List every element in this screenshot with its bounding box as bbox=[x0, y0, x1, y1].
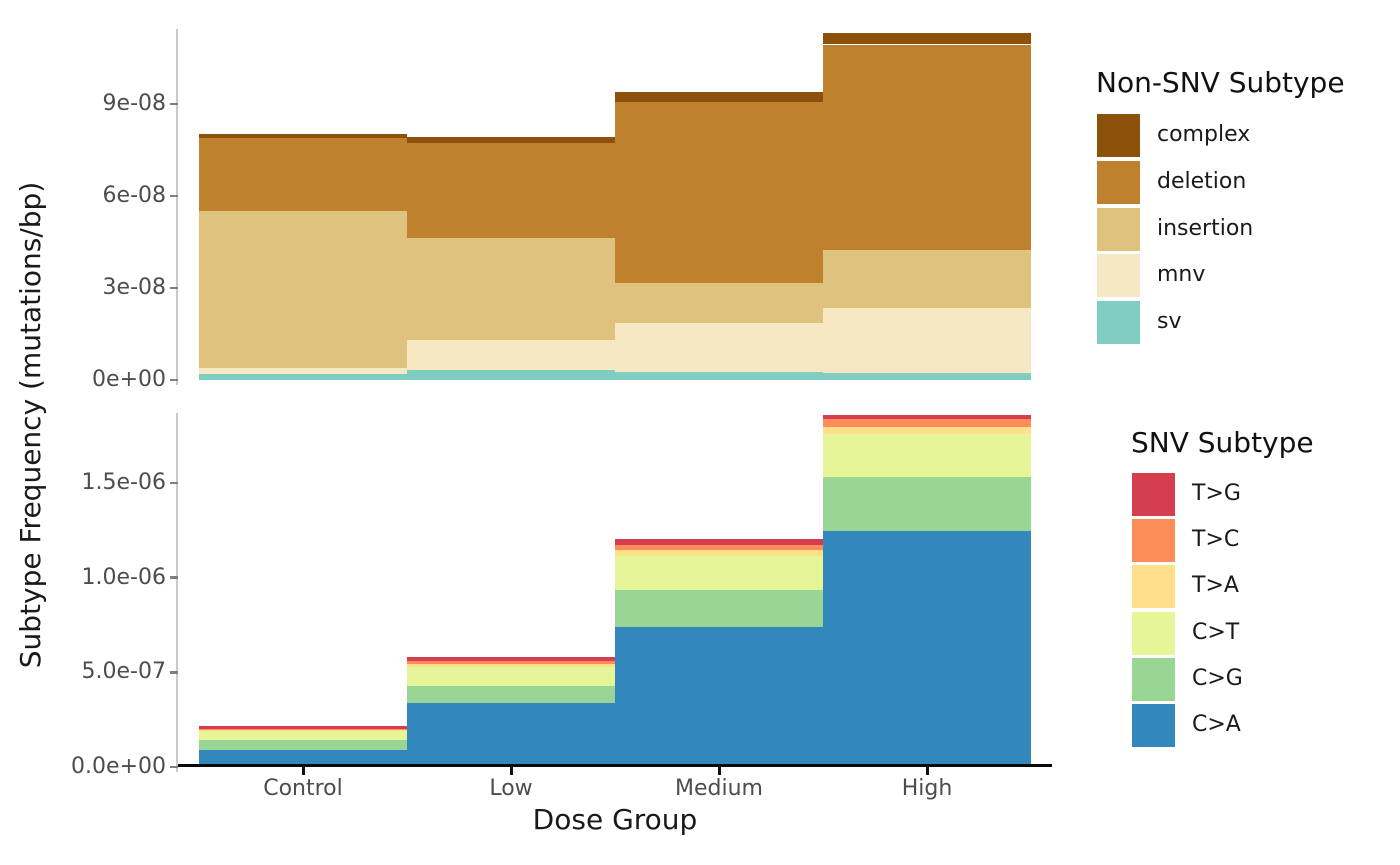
legend-label-mnv: mnv bbox=[1157, 262, 1206, 288]
bar-segment-sv-medium bbox=[615, 371, 823, 380]
y-axis-line bbox=[175, 413, 178, 772]
bar-segment-TA-low bbox=[407, 663, 615, 667]
x-tick-label-control: Control bbox=[263, 776, 343, 801]
legend-non-snv-title: Non-SNV Subtype bbox=[1096, 66, 1345, 99]
y-tick-label: 1.5e-06 bbox=[81, 470, 166, 495]
bar-segment-TA-high bbox=[823, 426, 1031, 435]
x-axis-title: Dose Group bbox=[532, 803, 698, 836]
x-tick-mark bbox=[509, 767, 513, 776]
bar-segment-TG-medium bbox=[615, 539, 823, 545]
x-tick-mark bbox=[301, 767, 305, 776]
y-tick-mark bbox=[169, 194, 178, 198]
legend-label-CG: C>G bbox=[1192, 665, 1243, 691]
y-tick-label: 5.0e-07 bbox=[81, 659, 166, 685]
legend-snv-title: SNV Subtype bbox=[1131, 426, 1314, 459]
bar-segment-TG-low bbox=[407, 656, 615, 661]
legend-key-TG bbox=[1132, 473, 1175, 516]
bar-segment-TC-high bbox=[823, 419, 1031, 427]
bar-segment-mnv-medium bbox=[615, 322, 823, 372]
legend-key-CT bbox=[1132, 611, 1175, 655]
bar-segment-insertion-medium bbox=[615, 282, 823, 323]
bar-segment-complex-medium bbox=[615, 92, 823, 102]
y-tick-label: 0.0e+00 bbox=[71, 754, 166, 779]
bar-segment-mnv-high bbox=[823, 308, 1031, 373]
bar-segment-CG-medium bbox=[615, 589, 823, 627]
legend-key-sv bbox=[1097, 301, 1140, 345]
bar-segment-insertion-control bbox=[199, 211, 407, 368]
bar-segment-sv-high bbox=[823, 372, 1031, 380]
bar-segment-CT-medium bbox=[615, 555, 823, 590]
legend-key-insertion bbox=[1097, 207, 1140, 251]
bar-segment-TA-medium bbox=[615, 549, 823, 556]
x-tick-label-low: Low bbox=[489, 776, 533, 801]
bar-segment-CT-high bbox=[823, 434, 1031, 478]
bar-segment-complex-high bbox=[823, 32, 1031, 45]
bar-segment-insertion-low bbox=[407, 238, 615, 340]
y-tick-label: 0e+00 bbox=[92, 367, 166, 392]
bar-segment-CT-control bbox=[199, 731, 407, 741]
bar-segment-CA-high bbox=[823, 531, 1031, 767]
bar-segment-complex-low bbox=[407, 137, 615, 144]
bar-segment-CA-control bbox=[199, 750, 407, 767]
y-tick-label: 6e-08 bbox=[102, 182, 166, 208]
y-tick-mark bbox=[169, 481, 178, 485]
bar-segment-deletion-control bbox=[199, 137, 407, 212]
y-axis-line bbox=[175, 29, 178, 385]
legend-key-TC bbox=[1132, 519, 1175, 563]
y-tick-label: 1.0e-06 bbox=[81, 564, 166, 590]
legend-label-insertion: insertion bbox=[1157, 215, 1254, 241]
bar-segment-CT-low bbox=[407, 666, 615, 686]
legend-label-sv: sv bbox=[1157, 309, 1182, 335]
bar-segment-mnv-low bbox=[407, 339, 615, 371]
bar-segment-CG-low bbox=[407, 685, 615, 704]
bar-segment-CA-low bbox=[407, 703, 615, 767]
y-tick-mark bbox=[169, 378, 178, 382]
y-tick-mark bbox=[169, 671, 178, 674]
bar-segment-insertion-high bbox=[823, 249, 1031, 309]
x-tick-mark bbox=[717, 767, 721, 776]
bar-segment-sv-control bbox=[199, 373, 407, 380]
bar-segment-TC-low bbox=[407, 660, 615, 664]
legend-label-deletion: deletion bbox=[1157, 168, 1247, 194]
bar-segment-sv-low bbox=[407, 370, 615, 380]
legend-key-TA bbox=[1132, 565, 1175, 609]
bar-segment-CG-high bbox=[823, 477, 1031, 532]
y-tick-mark bbox=[169, 576, 178, 579]
legend-label-TA: T>A bbox=[1192, 573, 1239, 599]
y-tick-mark bbox=[169, 765, 178, 769]
legend-label-CT: C>T bbox=[1192, 619, 1240, 645]
y-tick-mark bbox=[169, 102, 178, 106]
legend-key-CA bbox=[1132, 704, 1175, 747]
y-tick-label: 9e-08 bbox=[102, 90, 166, 116]
y-tick-label: 3e-08 bbox=[102, 274, 166, 300]
bar-segment-TG-high bbox=[823, 414, 1031, 420]
bar-segment-TG-control bbox=[199, 726, 407, 729]
bar-segment-TC-control bbox=[199, 728, 407, 731]
x-tick-label-high: High bbox=[901, 776, 953, 801]
x-tick-mark bbox=[925, 767, 929, 776]
legend-key-complex bbox=[1097, 114, 1140, 157]
x-axis-line bbox=[178, 763, 1052, 768]
legend-key-mnv bbox=[1097, 254, 1140, 298]
x-tick-label-medium: Medium bbox=[675, 776, 763, 801]
bar-segment-TA-control bbox=[199, 730, 407, 732]
y-tick-mark bbox=[169, 286, 178, 290]
bar-segment-TC-medium bbox=[615, 544, 823, 550]
bar-segment-mnv-control bbox=[199, 367, 407, 374]
legend-label-complex: complex bbox=[1157, 122, 1251, 147]
bar-segment-CG-control bbox=[199, 740, 407, 751]
bar-segment-deletion-high bbox=[823, 44, 1031, 250]
bar-segment-CA-medium bbox=[615, 626, 823, 767]
bar-segment-deletion-low bbox=[407, 143, 615, 239]
bar-segment-deletion-medium bbox=[615, 101, 823, 283]
legend-key-CG bbox=[1132, 657, 1175, 701]
legend-label-CA: C>A bbox=[1192, 712, 1241, 737]
legend-label-TC: T>C bbox=[1192, 527, 1240, 553]
legend-label-TG: T>G bbox=[1192, 481, 1241, 506]
bar-segment-complex-control bbox=[199, 134, 407, 138]
legend-key-deletion bbox=[1097, 160, 1140, 204]
